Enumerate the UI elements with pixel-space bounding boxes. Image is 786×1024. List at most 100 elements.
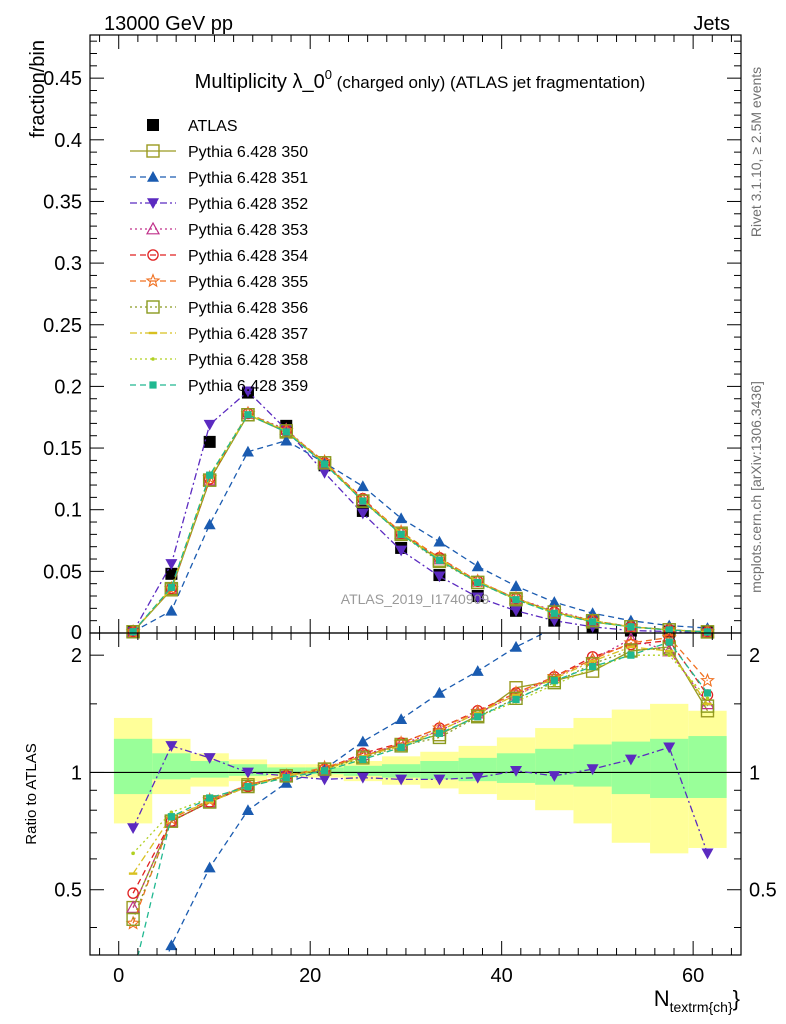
ratio-point-pythia-6-428-357	[626, 645, 636, 649]
ratio-point-pythia-6-428-352	[433, 774, 446, 786]
data-point-pythia-6-428-352	[510, 606, 523, 617]
data-point-pythia-6-428-351	[241, 445, 254, 457]
ratio-point-pythia-6-428-351	[241, 804, 254, 816]
legend-item-pythia-6-428-358: Pythia 6.428 358	[130, 352, 308, 369]
ratio-series-pythia-6-428-352	[127, 741, 714, 860]
legend-marker-pythia-6-428-356	[146, 300, 160, 314]
ratio-point-pythia-6-428-357	[128, 872, 138, 875]
ratio-point-pythia-6-428-357	[205, 800, 214, 804]
ratio-band-inner	[688, 736, 727, 798]
ratio-point-pythia-6-428-356	[547, 675, 562, 690]
ratio-point-pythia-6-428-359	[167, 813, 175, 821]
legend-marker-pythia-6-428-359	[149, 381, 157, 389]
series-pythia-6-428-359	[129, 411, 712, 636]
ratio-point-pythia-6-428-352	[586, 764, 599, 776]
data-point-atlas	[165, 567, 178, 580]
legend-label-atlas: ATLAS	[188, 118, 238, 135]
data-point-pythia-6-428-351	[356, 480, 369, 492]
ratio-point-pythia-6-428-359	[550, 677, 558, 685]
data-point-pythia-6-428-352	[203, 419, 216, 431]
legend-item-pythia-6-428-351: Pythia 6.428 351	[130, 170, 308, 187]
data-point-pythia-6-428-352	[241, 386, 254, 398]
data-point-pythia-6-428-351	[471, 560, 484, 572]
ratio-band-inner	[113, 738, 153, 795]
main-y-tick-label: 0.05	[43, 561, 82, 583]
ratio-point-pythia-6-428-359	[435, 729, 444, 737]
ratio-y-tick-label-right: 1	[749, 762, 760, 784]
x-tick-label: 60	[682, 965, 704, 987]
data-point-pythia-6-428-359	[397, 530, 405, 538]
data-point-pythia-6-428-359	[244, 411, 252, 419]
main-y-tick-label: 0.3	[54, 253, 82, 275]
ratio-point-pythia-6-428-351	[203, 861, 216, 873]
ratio-plot-area	[90, 633, 741, 955]
legend-marker-pythia-6-428-357	[148, 331, 158, 335]
legend-marker-pythia-6-428-354	[147, 249, 159, 261]
ratio-point-pythia-6-428-352	[127, 823, 140, 835]
ratio-point-pythia-6-428-351	[395, 713, 408, 724]
data-point-pythia-6-428-352	[165, 559, 178, 570]
data-point-pythia-6-428-359	[129, 628, 137, 636]
data-point-pythia-6-428-351	[548, 596, 561, 607]
ratio-series-pythia-6-428-359	[137, 638, 712, 955]
main-y-tick-label: 0.45	[43, 68, 82, 90]
ratio-point-pythia-6-428-356	[126, 912, 140, 926]
ratio-point-pythia-6-428-352	[203, 753, 216, 764]
ratio-point-pythia-6-428-356	[394, 739, 408, 753]
main-y-tick-label: 0.1	[54, 500, 82, 522]
ratio-point-pythia-6-428-355	[163, 811, 179, 826]
ratio-band-inner	[343, 765, 382, 776]
data-point-pythia-6-428-359	[589, 618, 597, 626]
ratio-point-pythia-6-428-351	[471, 665, 484, 676]
ratio-band-inner	[152, 753, 191, 780]
ratio-y-tick-label-left: 0.5	[54, 880, 82, 902]
legend-item-pythia-6-428-355: Pythia 6.428 355	[130, 273, 308, 291]
ratio-point-pythia-6-428-357	[511, 693, 521, 697]
data-point-atlas	[203, 435, 216, 448]
ratio-point-pythia-6-428-357	[588, 659, 597, 663]
ratio-band-inner	[611, 741, 651, 795]
mcplots-reference-label: mcplots.cern.ch [arXiv:1306.3436]	[748, 381, 764, 593]
legend-label-pythia-6-428-353: Pythia 6.428 353	[188, 222, 308, 239]
ratio-point-pythia-6-428-352	[241, 767, 254, 779]
data-point-pythia-6-428-356	[547, 605, 562, 619]
legend-marker-pythia-6-428-352	[147, 198, 159, 209]
ratio-point-pythia-6-428-352	[395, 774, 408, 786]
data-point-pythia-6-428-359	[512, 596, 520, 604]
collision-label: 13000 GeV pp	[104, 13, 233, 35]
ratio-point-pythia-6-428-355	[125, 915, 141, 930]
data-point-pythia-6-428-359	[435, 556, 444, 564]
ratio-line-pythia-6-428-352	[132, 745, 709, 854]
x-tick-label: 20	[299, 965, 321, 987]
ratio-point-pythia-6-428-352	[471, 772, 484, 784]
legend-label-pythia-6-428-351: Pythia 6.428 351	[188, 170, 308, 187]
data-point-pythia-6-428-355	[202, 469, 218, 484]
data-point-pythia-6-428-359	[627, 623, 635, 631]
data-point-pythia-6-428-351	[433, 535, 446, 547]
ratio-point-pythia-6-428-357	[664, 649, 674, 653]
data-point-pythia-6-428-352	[433, 571, 446, 583]
ratio-point-pythia-6-428-357	[703, 702, 712, 706]
data-point-pythia-6-428-359	[167, 583, 175, 591]
legend-label-pythia-6-428-355: Pythia 6.428 355	[188, 274, 308, 291]
legend-label-pythia-6-428-350: Pythia 6.428 350	[188, 144, 308, 161]
data-point-pythia-6-428-351	[165, 604, 178, 616]
series-line-pythia-6-428-351	[132, 439, 708, 633]
ratio-point-pythia-6-428-359	[665, 638, 673, 646]
ratio-point-pythia-6-428-350	[509, 681, 523, 695]
data-point-pythia-6-428-356	[164, 581, 179, 596]
ratio-point-pythia-6-428-352	[165, 741, 178, 752]
main-y-tick-label: 0.2	[54, 376, 82, 398]
data-point-pythia-6-428-359	[206, 471, 214, 479]
data-point-pythia-6-428-352	[356, 508, 369, 520]
data-point-pythia-6-428-359	[550, 609, 558, 617]
ratio-point-pythia-6-428-357	[473, 711, 482, 715]
ratio-point-pythia-6-428-356	[471, 710, 485, 724]
ratio-band-inner	[190, 761, 229, 778]
ratio-point-pythia-6-428-356	[241, 779, 255, 794]
legend-item-pythia-6-428-357: Pythia 6.428 357	[130, 326, 308, 343]
ratio-point-pythia-6-428-353	[126, 900, 141, 913]
ratio-point-pythia-6-428-351	[356, 735, 369, 747]
data-point-pythia-6-428-356	[126, 625, 140, 639]
ratio-point-pythia-6-428-359	[474, 713, 482, 721]
